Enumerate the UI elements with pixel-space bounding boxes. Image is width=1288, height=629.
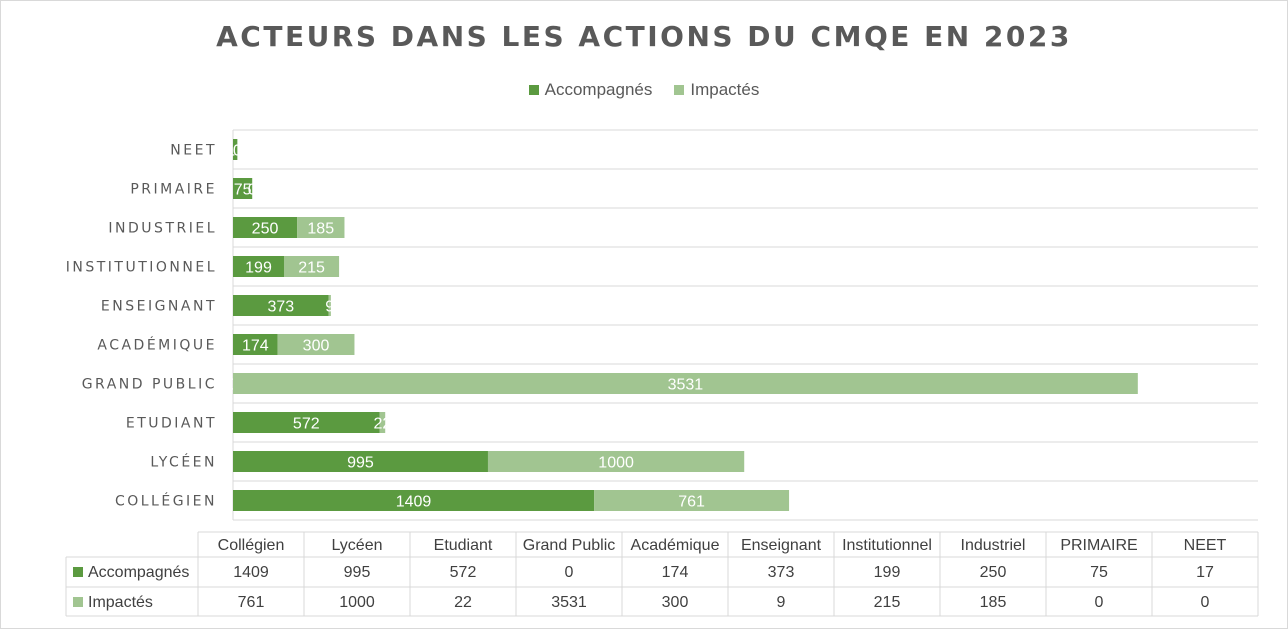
data-label: 373 [267, 299, 294, 316]
bar-impactes [277, 334, 355, 355]
table-legend-swatch [73, 567, 83, 577]
data-label: 22 [373, 416, 391, 433]
table-cell: 373 [768, 564, 795, 581]
category-label: ACADÉMIQUE [97, 337, 217, 354]
bar-impactes [233, 373, 1138, 394]
table-header-cell: Académique [631, 537, 720, 554]
bar-accompagnes [233, 334, 278, 355]
table-header-cell: Lycéen [332, 537, 383, 554]
bar-impactes [297, 217, 345, 238]
category-label: PRIMAIRE [130, 182, 217, 198]
table-cell: 199 [874, 564, 901, 581]
table-header-cell: Collégien [218, 537, 285, 554]
data-label: 1000 [598, 455, 634, 472]
bar-accompagnes [233, 412, 380, 433]
data-label: 0 [248, 182, 257, 199]
bar-accompagnes [233, 178, 253, 199]
table-cell: 75 [1090, 564, 1108, 581]
legend-swatch [674, 85, 685, 95]
table-header-cell: Institutionnel [842, 537, 932, 554]
data-label: 995 [347, 455, 374, 472]
table-cell: 761 [238, 594, 265, 611]
data-label: 199 [245, 260, 272, 277]
category-label: INDUSTRIEL [108, 221, 217, 237]
bar-accompagnes [233, 295, 329, 316]
category-label: LYCÉEN [150, 454, 217, 471]
table-cell: 572 [450, 564, 477, 581]
table-row-label: Accompagnés [88, 564, 189, 581]
data-label: 761 [678, 494, 705, 511]
bar-impactes [594, 490, 790, 511]
data-label: 3531 [668, 377, 704, 394]
table-header-cell: PRIMAIRE [1060, 537, 1137, 554]
table-cell: 0 [565, 564, 574, 581]
category-label: GRAND PUBLIC [82, 377, 217, 393]
bar-accompagnes [233, 139, 238, 160]
table-header-cell: Industriel [961, 537, 1026, 554]
table-cell: 1000 [339, 594, 375, 611]
category-label: NEET [170, 143, 217, 159]
data-label: 174 [242, 338, 269, 355]
data-label: 0 [233, 143, 242, 160]
table-cell: 995 [344, 564, 371, 581]
category-label: COLLÉGIEN [115, 493, 217, 510]
bar-accompagnes [233, 490, 595, 511]
table-header-cell: NEET [1184, 537, 1227, 554]
table-row-label: Impactés [88, 594, 153, 611]
category-label: INSTITUTIONNEL [66, 260, 217, 276]
table-header-cell: Etudiant [434, 537, 493, 554]
data-label: 185 [307, 221, 334, 238]
bar-accompagnes [233, 217, 298, 238]
table-cell: 22 [454, 594, 472, 611]
table-cell: 174 [662, 564, 689, 581]
table-legend-swatch [73, 597, 83, 607]
category-label: ETUDIANT [126, 416, 217, 432]
chart-title: ACTEURS DANS LES ACTIONS DU CMQE EN 2023 [216, 20, 1072, 53]
category-label: ENSEIGNANT [101, 299, 217, 315]
bar-impactes [328, 295, 331, 316]
data-label: 572 [293, 416, 320, 433]
data-label: 250 [252, 221, 279, 238]
table-cell: 17 [1196, 564, 1214, 581]
table-header-cell: Enseignant [741, 537, 822, 554]
table-cell: 0 [1095, 594, 1104, 611]
bar-accompagnes [233, 256, 284, 277]
data-label: 17 [226, 143, 244, 160]
table-cell: 215 [874, 594, 901, 611]
bar-impactes [283, 256, 340, 277]
data-label: 215 [298, 260, 325, 277]
table-cell: 0 [1201, 594, 1210, 611]
table-cell: 250 [980, 564, 1007, 581]
chart-legend: Accompagnés Impactés [0, 80, 1288, 100]
legend-item-accompagnes: Accompagnés [528, 80, 653, 100]
legend-item-impactes: Impactés [674, 80, 759, 100]
legend-label: Impactés [690, 80, 760, 99]
table-cell: 3531 [551, 594, 587, 611]
bar-accompagnes [233, 451, 488, 472]
table-header-cell: Grand Public [523, 537, 616, 554]
table-cell: 9 [777, 594, 786, 611]
data-label: 9 [325, 299, 334, 316]
table-cell: 300 [662, 594, 689, 611]
legend-label: Accompagnés [544, 80, 653, 99]
data-label: 1409 [396, 494, 432, 511]
data-label: 75 [234, 182, 252, 199]
bar-impactes [487, 451, 745, 472]
table-cell: 1409 [233, 564, 269, 581]
data-label: 300 [303, 338, 330, 355]
bar-impactes [379, 412, 386, 433]
legend-swatch [528, 85, 539, 95]
table-cell: 185 [980, 594, 1007, 611]
